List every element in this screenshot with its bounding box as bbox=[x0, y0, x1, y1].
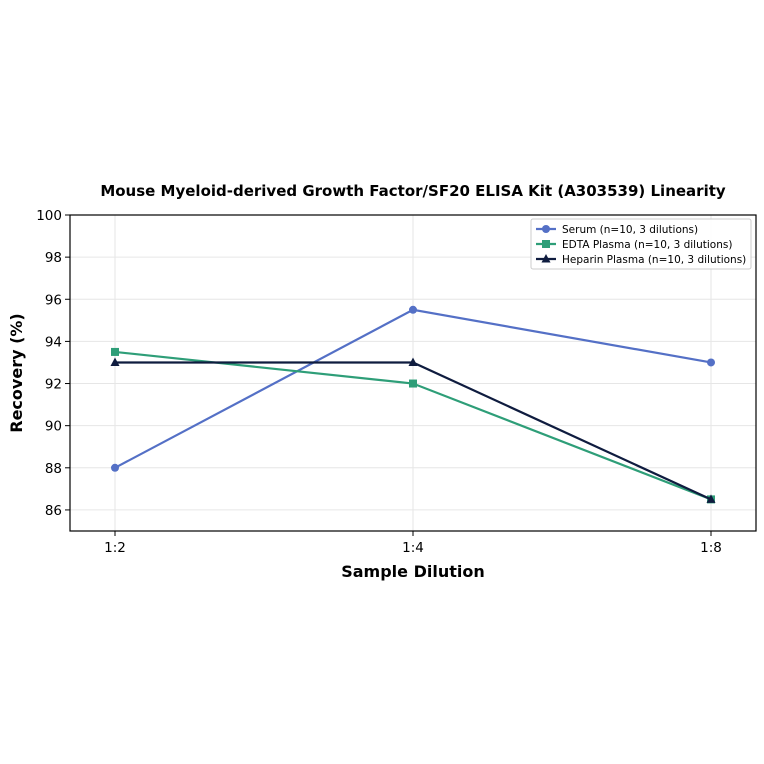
y-tick-label: 96 bbox=[45, 292, 62, 308]
legend-item: Heparin Plasma (n=10, 3 dilutions) bbox=[536, 254, 746, 266]
x-tick-label: 1:8 bbox=[700, 540, 722, 556]
y-tick-label: 86 bbox=[45, 503, 62, 519]
data-point bbox=[409, 379, 417, 388]
legend-marker bbox=[541, 254, 551, 263]
data-point bbox=[408, 357, 418, 366]
y-tick-label: 92 bbox=[45, 377, 62, 393]
x-axis-label: Sample Dilution bbox=[341, 562, 485, 581]
y-tick-label: 100 bbox=[36, 208, 62, 224]
y-tick-label: 94 bbox=[45, 334, 62, 350]
series-layer bbox=[110, 305, 716, 504]
legend-marker bbox=[542, 225, 550, 233]
series-3 bbox=[110, 357, 716, 503]
x-tick-label: 1:4 bbox=[402, 540, 424, 556]
chart-title: Mouse Myeloid-derived Growth Factor/SF20… bbox=[100, 182, 726, 200]
legend-box bbox=[530, 218, 752, 270]
legend: Serum (n=10, 3 dilutions) EDTA Plasma (n=… bbox=[530, 218, 752, 270]
legend-item: Serum (n=10, 3 dilutions) bbox=[536, 224, 698, 236]
legend-label: EDTA Plasma (n=10, 3 dilutions) bbox=[562, 239, 732, 251]
x-axis: 1:2 1:4 1:8 bbox=[104, 531, 722, 556]
legend-label: Serum (n=10, 3 dilutions) bbox=[562, 224, 698, 236]
data-point bbox=[110, 357, 120, 366]
y-tick-label: 90 bbox=[45, 419, 62, 435]
legend-item: EDTA Plasma (n=10, 3 dilutions) bbox=[536, 239, 732, 251]
data-point bbox=[707, 358, 715, 367]
data-point bbox=[111, 347, 119, 356]
x-tick-label: 1:2 bbox=[104, 540, 126, 556]
series-1 bbox=[111, 305, 715, 472]
data-point bbox=[706, 494, 716, 503]
legend-label: Heparin Plasma (n=10, 3 dilutions) bbox=[562, 254, 746, 266]
legend-marker bbox=[542, 240, 550, 248]
y-axis: 86 88 90 92 94 96 98 100 bbox=[36, 208, 70, 519]
y-tick-label: 98 bbox=[45, 250, 62, 266]
y-axis-label: Recovery (%) bbox=[7, 313, 26, 432]
data-point bbox=[111, 463, 119, 472]
data-point bbox=[409, 305, 417, 314]
y-tick-label: 88 bbox=[45, 461, 62, 477]
